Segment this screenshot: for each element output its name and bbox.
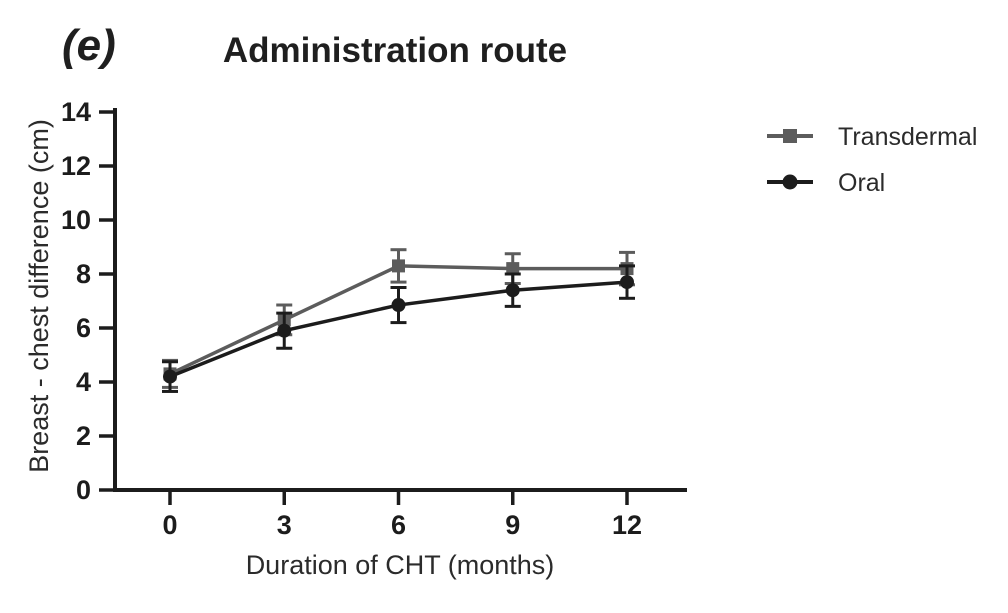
- legend-item-transdermal: Transdermal: [767, 123, 977, 151]
- legend-item-oral: Oral: [767, 169, 885, 197]
- x-tick-label: 0: [162, 510, 177, 540]
- y-tick-label: 6: [76, 313, 91, 343]
- x-axis-title: Duration of CHT (months): [246, 550, 555, 580]
- data-point-oral: [163, 369, 177, 384]
- x-tick-label: 12: [612, 510, 642, 540]
- data-point-oral: [620, 275, 634, 290]
- data-point-oral: [505, 283, 520, 298]
- data-point-oral: [277, 323, 292, 338]
- legend: Transdermal Oral: [767, 123, 977, 197]
- x-tick-label: 6: [391, 510, 406, 540]
- x-axis-ticks: 0 3 6 9 12: [162, 490, 642, 540]
- data-point-oral: [391, 298, 406, 313]
- y-tick-label: 2: [76, 421, 91, 451]
- y-tick-label: 12: [61, 151, 91, 181]
- y-tick-label: 8: [76, 259, 91, 289]
- y-tick-label: 10: [61, 205, 91, 235]
- y-axis-title: Breast - chest difference (cm): [24, 119, 54, 473]
- x-tick-label: 3: [277, 510, 292, 540]
- data-point-transdermal: [392, 259, 405, 273]
- y-tick-label: 4: [76, 367, 91, 397]
- data-point-transdermal: [506, 262, 520, 276]
- legend-square-marker-icon: [783, 129, 797, 143]
- chart-title: Administration route: [223, 31, 567, 70]
- series-oral: [162, 264, 635, 393]
- panel-label: (e): [62, 21, 116, 70]
- legend-circle-marker-icon: [782, 174, 798, 190]
- y-tick-label: 14: [61, 97, 91, 127]
- y-axis-ticks: 0 2 4 6 8 10 12 14: [61, 97, 115, 505]
- series-layer: [162, 248, 635, 393]
- x-tick-label: 9: [505, 510, 520, 540]
- y-tick-label: 0: [76, 475, 91, 505]
- legend-label-transdermal: Transdermal: [838, 123, 977, 151]
- legend-label-oral: Oral: [838, 169, 885, 197]
